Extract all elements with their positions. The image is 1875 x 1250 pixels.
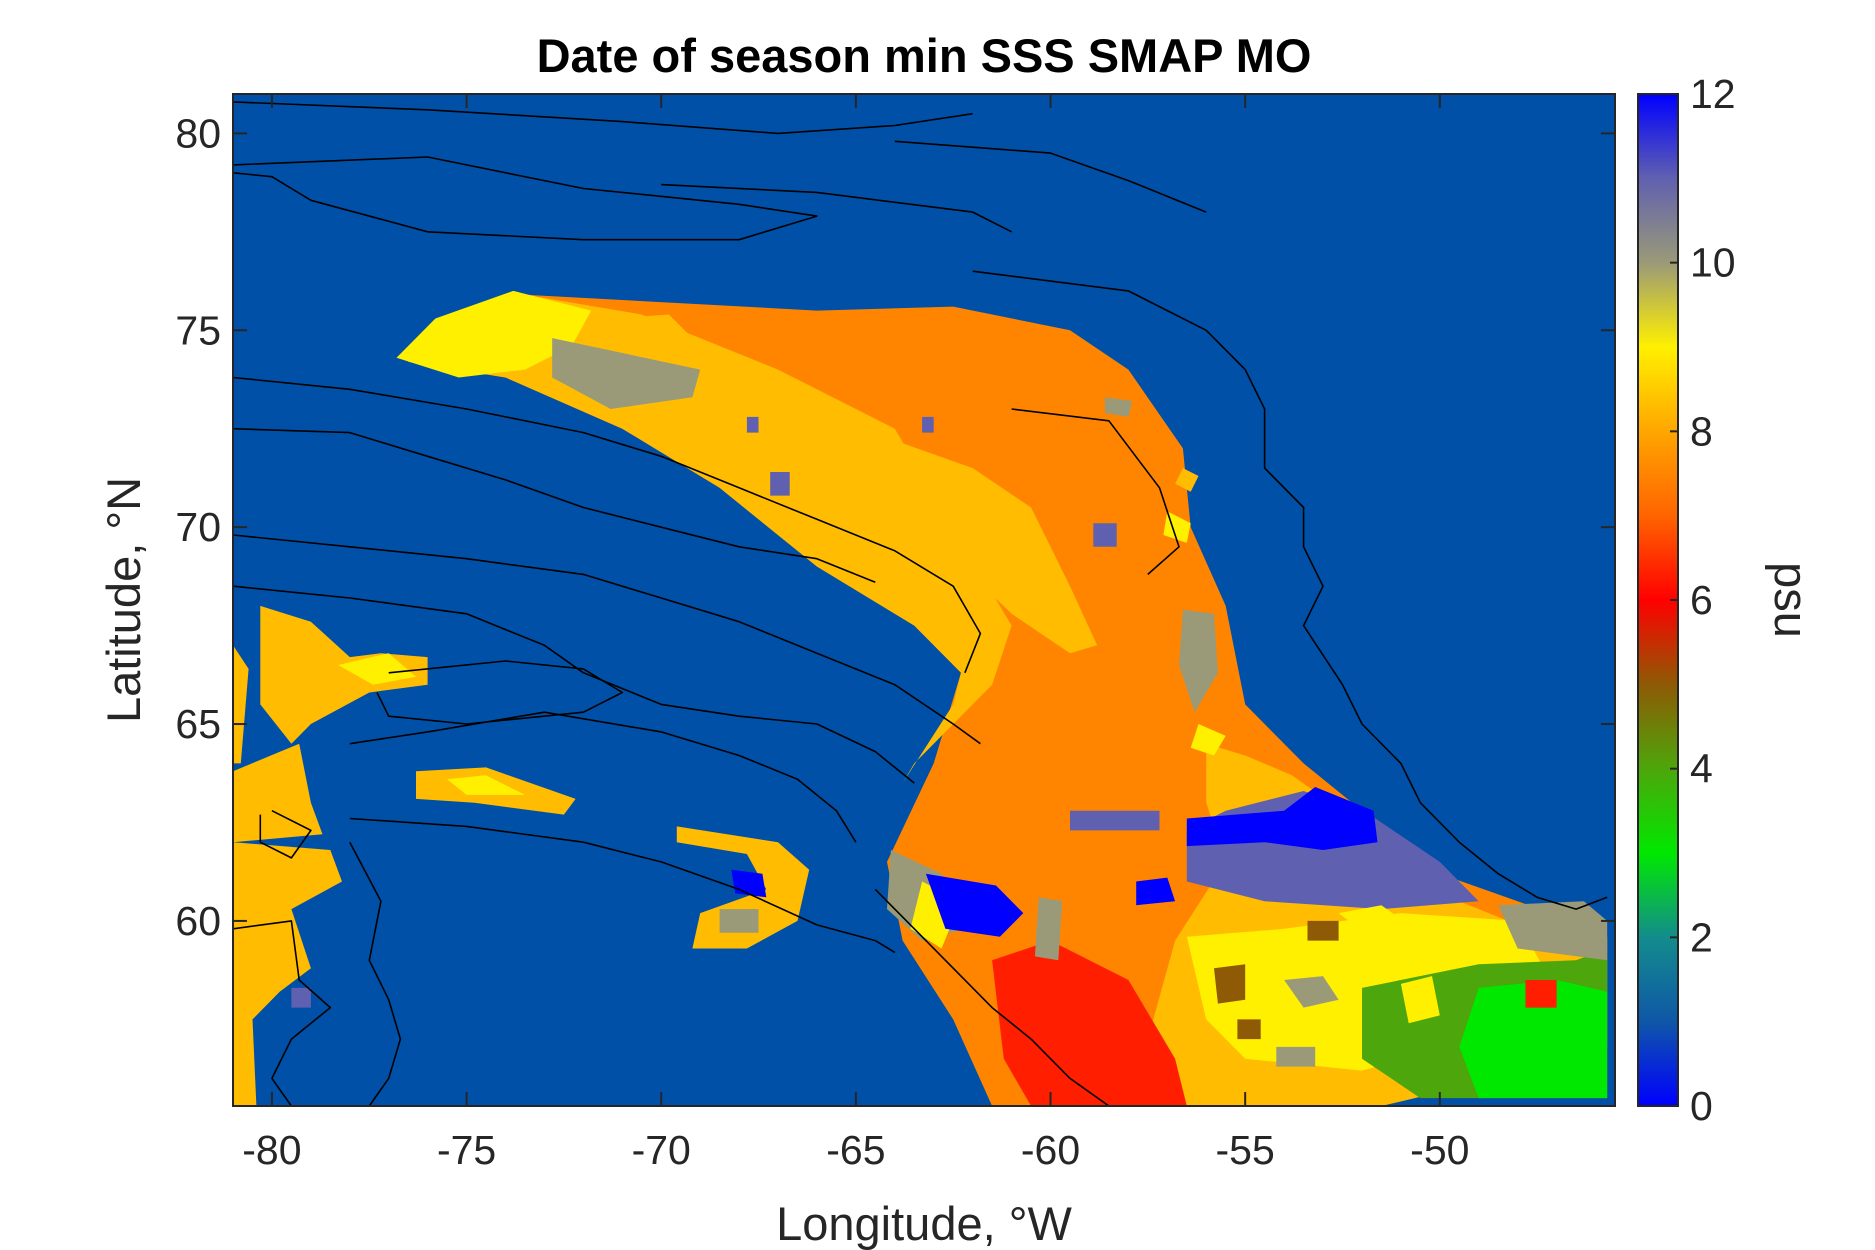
region-28: [1034, 897, 1063, 961]
coastline-1: [233, 101, 973, 135]
x-tick-label: -70: [632, 1127, 691, 1173]
x-tick-label: -65: [826, 1127, 885, 1173]
coastline-10: [349, 841, 402, 1106]
region-4: [396, 290, 592, 378]
region-41: [1237, 1019, 1261, 1040]
y-tick-label: 80: [175, 110, 221, 156]
region-31: [719, 909, 759, 933]
colorbar-tick-label: 6: [1690, 577, 1713, 623]
region-46: [1338, 905, 1409, 937]
y-axis-label: Latitude, °N: [97, 477, 150, 723]
chart-title: Date of season min SSS SMAP MO: [537, 29, 1312, 82]
colorbar-tick-label: 10: [1690, 240, 1736, 286]
x-axis-label: Longitude, °W: [776, 1197, 1072, 1250]
region-42: [1307, 920, 1339, 941]
region-40: [1214, 964, 1246, 1004]
region-35: [233, 842, 342, 1106]
region-21: [770, 472, 790, 496]
y-tick-label: 75: [175, 307, 221, 353]
x-tick-label: -55: [1216, 1127, 1275, 1173]
region-44: [1276, 1046, 1316, 1067]
region-39: [291, 987, 311, 1008]
region-33: [447, 775, 525, 795]
region-1: [408, 294, 1012, 784]
coastline-16: [874, 888, 1110, 1106]
coastline-11: [259, 809, 312, 859]
region-15: [1179, 609, 1218, 713]
colorbar-tick-label: 2: [1690, 914, 1713, 960]
region-36: [260, 605, 428, 744]
region-43: [1284, 976, 1339, 1008]
coastline-7: [376, 660, 624, 725]
region-10: [1525, 980, 1557, 1008]
y-tick-label: 70: [175, 504, 221, 550]
colorbar-label: psu: [1765, 562, 1818, 638]
region-22: [746, 416, 759, 433]
region-6: [992, 940, 1187, 1106]
coastline-4: [233, 427, 876, 584]
y-axis: 60 65 70 75 80: [175, 110, 1615, 944]
x-tick-label: -60: [1021, 1127, 1080, 1173]
colorbar-tick-label: 8: [1690, 408, 1713, 454]
coastline-12: [233, 920, 332, 1106]
x-axis: -80 -75 -70 -65 -60 -55 -50: [242, 94, 1469, 1173]
coastline-9: [349, 817, 896, 954]
region-37: [338, 653, 416, 685]
region-5: [552, 338, 701, 409]
coastline-0: [233, 156, 818, 241]
coastline-5: [233, 534, 981, 745]
coastline-2: [661, 183, 1012, 233]
region-2: [894, 440, 1098, 654]
region-12: [1186, 787, 1378, 850]
x-tick-label: -50: [1410, 1127, 1469, 1173]
coastlines: [233, 101, 1608, 1106]
region-18: [1175, 468, 1199, 492]
colorbar-tick-label: 12: [1690, 71, 1736, 117]
coastline-8: [349, 711, 857, 843]
x-tick-label: -80: [242, 1127, 301, 1173]
y-tick-label: 60: [175, 898, 221, 944]
coastline-13: [972, 270, 1608, 910]
y-tick-label: 65: [175, 701, 221, 747]
region-16: [1190, 724, 1226, 756]
data-regions: [233, 290, 1608, 1106]
plot-frame: [232, 93, 1616, 1107]
region-9: [1459, 980, 1608, 1099]
region-38: [233, 645, 249, 764]
region-14: [1070, 810, 1160, 831]
region-45: [1498, 901, 1608, 961]
colorbar-tick-label: 4: [1690, 746, 1713, 792]
region-24: [610, 314, 689, 346]
region-23: [922, 416, 934, 433]
region-47: [1400, 976, 1440, 1024]
coastline-14: [894, 140, 1207, 213]
coastline-15: [1011, 408, 1180, 575]
region-34: [233, 743, 323, 843]
x-tick-label: -75: [437, 1127, 496, 1173]
coastline-3: [233, 376, 982, 674]
region-20: [1093, 523, 1117, 547]
region-27: [925, 873, 1024, 937]
coastline-6: [233, 585, 915, 784]
region-13: [1136, 877, 1176, 906]
region-29: [676, 826, 810, 949]
colorbar-ticks: 0 2 4 6 8 10 12: [1670, 71, 1736, 1129]
colorbar-tick-label: 0: [1690, 1083, 1713, 1129]
region-19: [1105, 397, 1133, 417]
